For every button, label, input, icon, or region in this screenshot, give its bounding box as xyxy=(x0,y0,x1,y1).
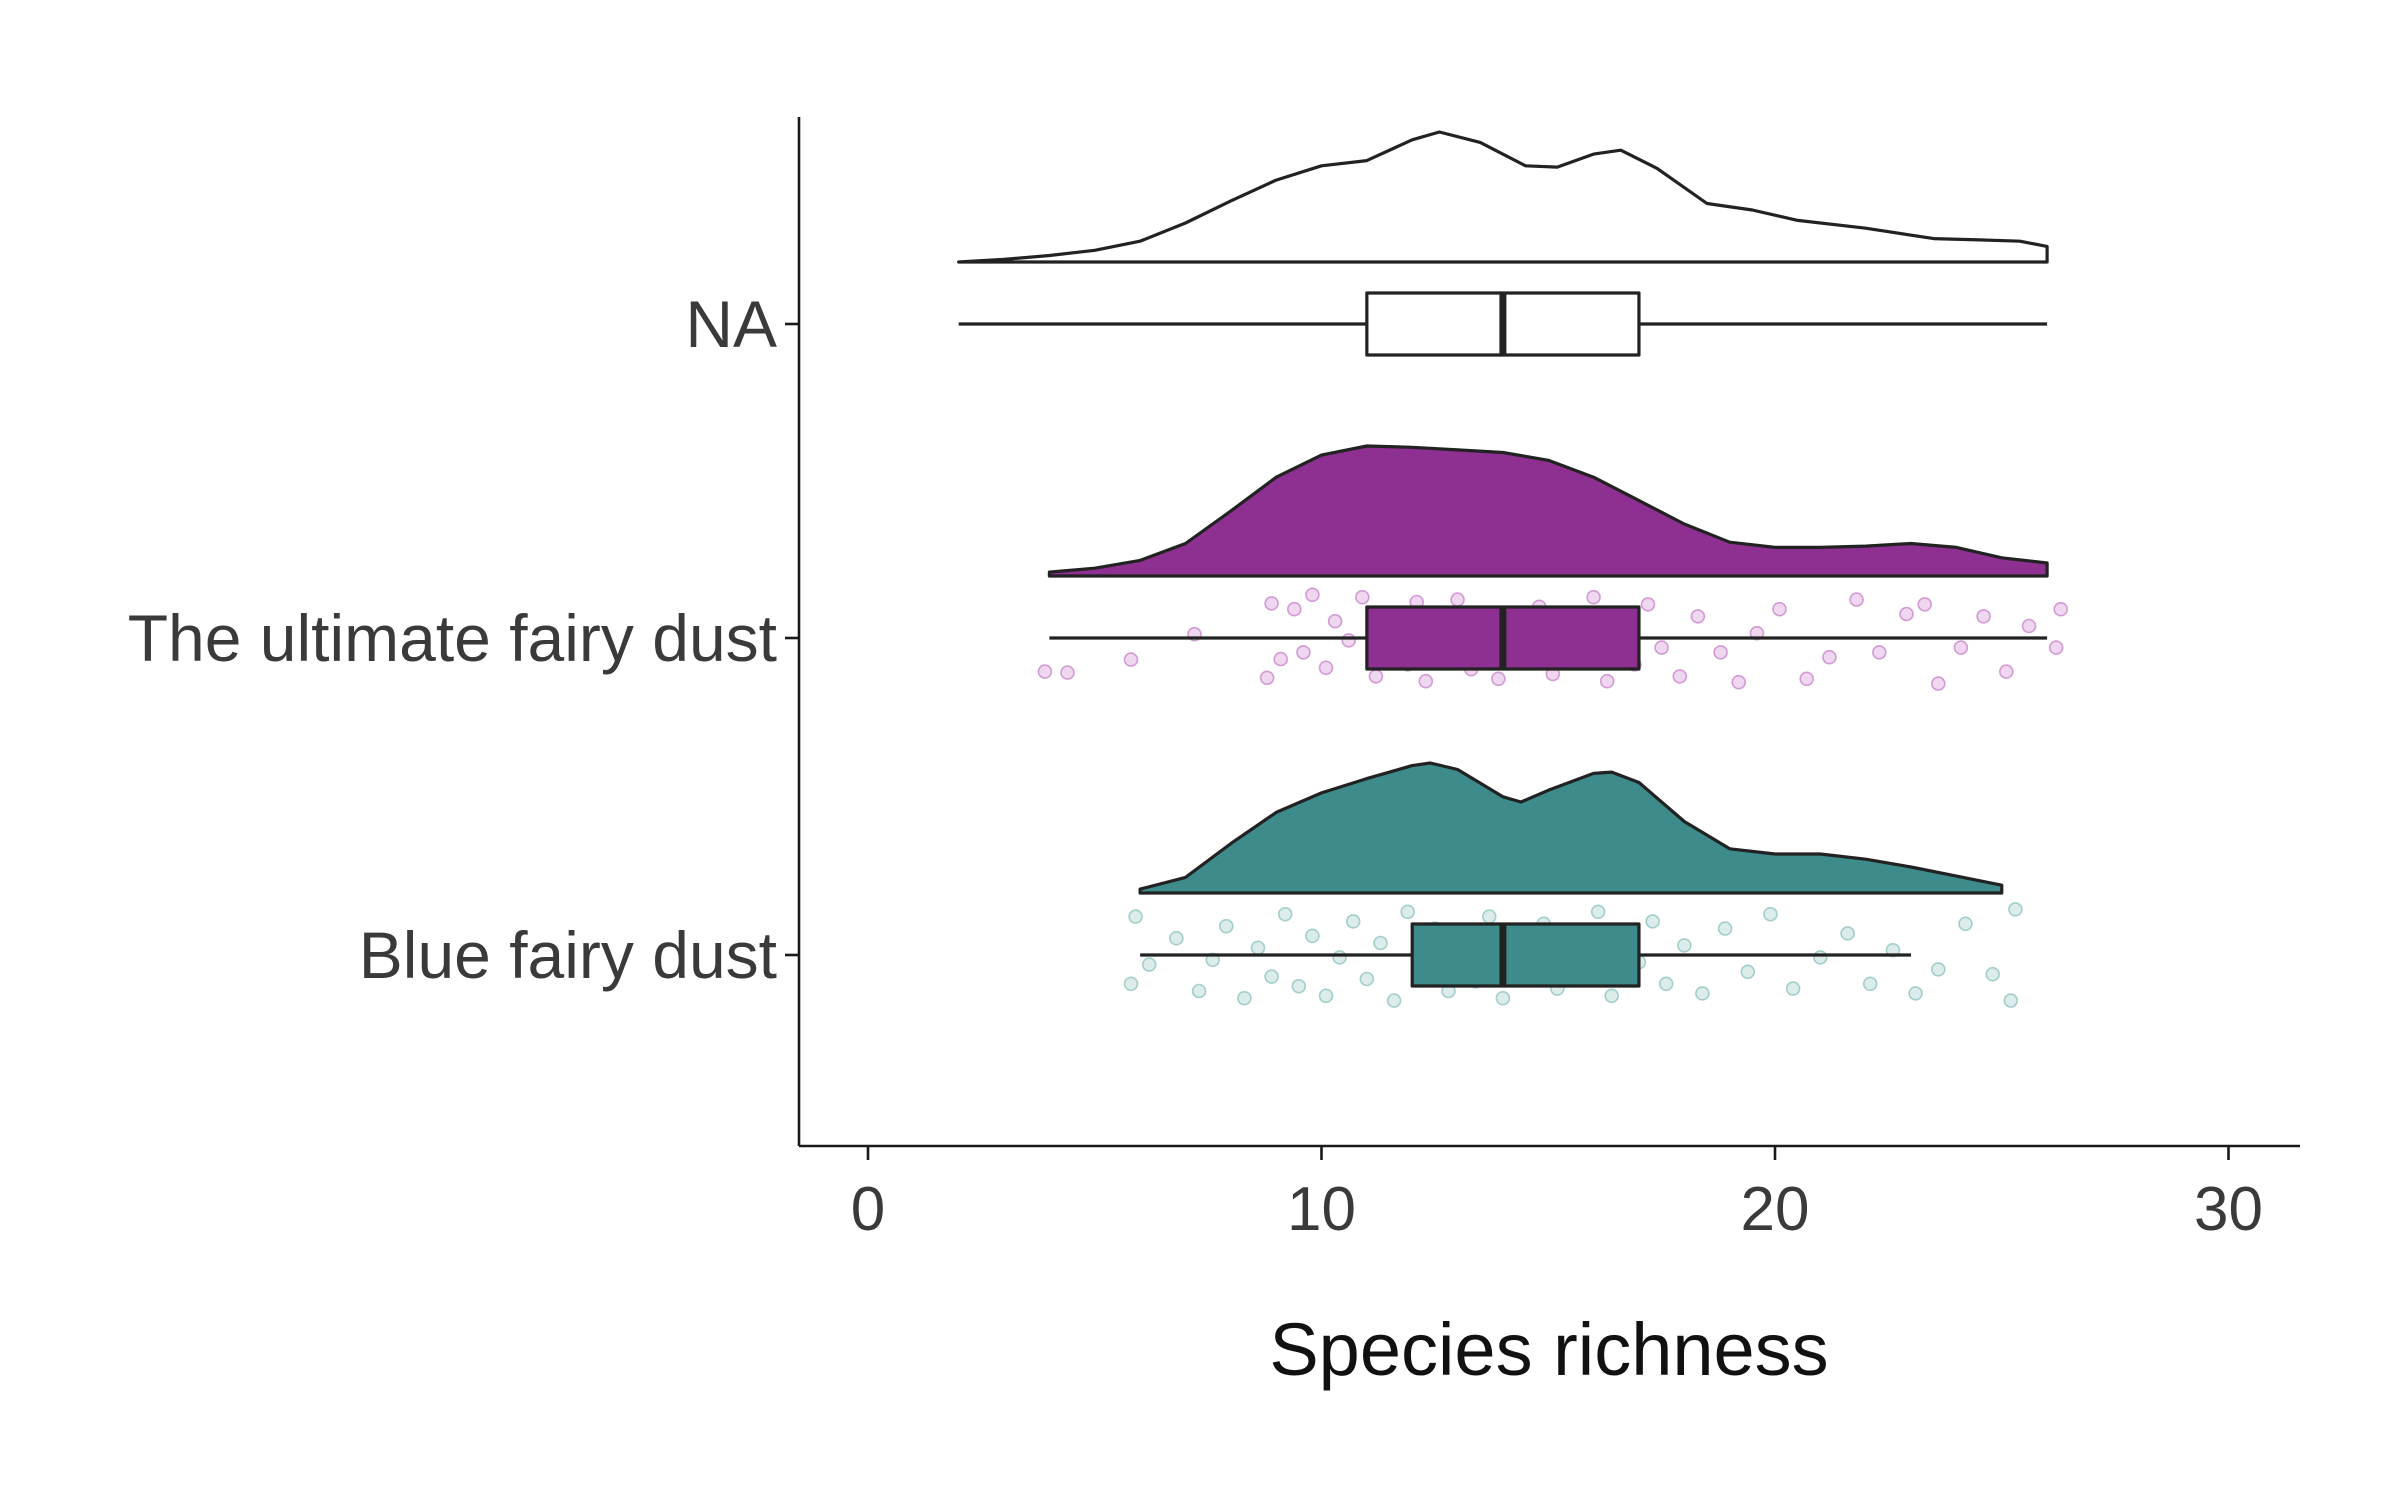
data-point xyxy=(1772,601,1787,617)
x-axis-ticks: 0 10 20 30 xyxy=(851,1146,2263,1244)
data-point xyxy=(1418,673,1434,689)
data-point xyxy=(1717,921,1733,936)
data-point xyxy=(1237,990,1252,1006)
data-point xyxy=(1037,664,1053,679)
data-point xyxy=(1141,957,1157,972)
data-point xyxy=(1645,914,1660,929)
y-axis-ticks: NA The ultimate fairy dust Blue fairy dust xyxy=(128,287,799,992)
data-point xyxy=(1586,589,1601,605)
data-point xyxy=(1482,909,1497,924)
data-point xyxy=(1931,676,1946,691)
category-group-2 xyxy=(1123,761,2023,1008)
data-point xyxy=(2003,993,2019,1008)
data-point xyxy=(2021,618,2037,634)
data-point xyxy=(1450,592,1465,607)
data-point xyxy=(1291,978,1307,994)
data-point xyxy=(1690,609,1706,624)
data-point xyxy=(1332,950,1347,965)
data-point xyxy=(1985,966,2000,982)
data-point xyxy=(1713,645,1728,660)
data-point xyxy=(1264,596,1279,611)
data-point xyxy=(1373,935,1388,951)
data-point xyxy=(1277,906,1293,922)
x-tick-label: 0 xyxy=(851,1175,885,1244)
data-point xyxy=(1740,964,1756,980)
data-point xyxy=(1731,674,1746,690)
data-point xyxy=(1695,986,1710,1001)
data-point xyxy=(1931,962,1946,977)
data-point xyxy=(1840,926,1855,941)
data-point xyxy=(1640,597,1656,612)
data-point xyxy=(1654,640,1669,655)
data-point xyxy=(1899,606,1914,622)
density-cloud xyxy=(1047,444,2049,578)
data-point xyxy=(1813,950,1828,965)
data-point xyxy=(1250,940,1266,956)
data-point xyxy=(1953,640,1969,655)
x-tick-label: 30 xyxy=(2194,1175,2263,1244)
data-point xyxy=(1060,665,1075,680)
data-point xyxy=(1355,589,1370,605)
data-point xyxy=(1849,592,1864,607)
data-point xyxy=(1318,988,1334,1004)
data-point xyxy=(1287,601,1302,617)
y-tick-label: Blue fairy dust xyxy=(359,918,777,992)
x-axis-title: Species richness xyxy=(1269,1308,1828,1391)
data-point xyxy=(1491,671,1506,687)
data-point xyxy=(1128,909,1143,924)
data-point xyxy=(1305,587,1320,603)
density-cloud xyxy=(1138,761,2004,895)
data-point xyxy=(1658,976,1674,992)
data-point xyxy=(1599,673,1615,689)
data-point xyxy=(1359,971,1375,987)
data-point xyxy=(1495,990,1511,1006)
data-point xyxy=(1219,918,1234,934)
data-point xyxy=(1264,969,1279,984)
data-point xyxy=(1976,609,1991,624)
data-point xyxy=(1341,633,1356,648)
data-point xyxy=(1169,930,1184,946)
data-point xyxy=(1872,645,1887,660)
data-point xyxy=(1318,660,1334,676)
data-point xyxy=(2008,902,2023,917)
data-point xyxy=(1259,670,1275,686)
box xyxy=(1410,922,1641,988)
category-group-0 xyxy=(957,130,2049,357)
data-point xyxy=(1590,904,1606,920)
x-tick-label: 10 xyxy=(1287,1175,1356,1244)
data-point xyxy=(1862,976,1878,992)
plot-area xyxy=(957,130,2068,1008)
data-point xyxy=(1273,651,1288,667)
y-tick-label: NA xyxy=(685,287,777,361)
data-point xyxy=(1799,671,1814,687)
data-point xyxy=(1296,645,1311,660)
data-point xyxy=(2053,601,2068,617)
y-tick-label: The ultimate fairy dust xyxy=(128,601,777,675)
data-point xyxy=(1763,906,1778,922)
data-point xyxy=(2048,640,2064,655)
category-group-1 xyxy=(1037,444,2068,691)
data-point xyxy=(1345,914,1361,929)
data-point xyxy=(1958,916,1973,932)
data-point xyxy=(1917,597,1932,612)
data-point xyxy=(1386,993,1402,1008)
data-point xyxy=(1908,986,1923,1001)
x-tick-label: 20 xyxy=(1741,1175,1810,1244)
data-point xyxy=(1123,652,1139,667)
data-point xyxy=(1327,613,1343,629)
data-point xyxy=(1822,649,1837,665)
data-point xyxy=(1672,669,1688,684)
data-point xyxy=(1305,928,1320,944)
data-point xyxy=(1677,938,1692,953)
data-point xyxy=(1785,981,1801,996)
density-cloud xyxy=(957,130,2049,264)
data-point xyxy=(1604,988,1619,1004)
data-point xyxy=(1368,669,1384,684)
data-point xyxy=(1400,904,1415,920)
data-point xyxy=(1123,976,1139,992)
data-point xyxy=(1191,983,1207,999)
data-point xyxy=(1999,664,2014,679)
